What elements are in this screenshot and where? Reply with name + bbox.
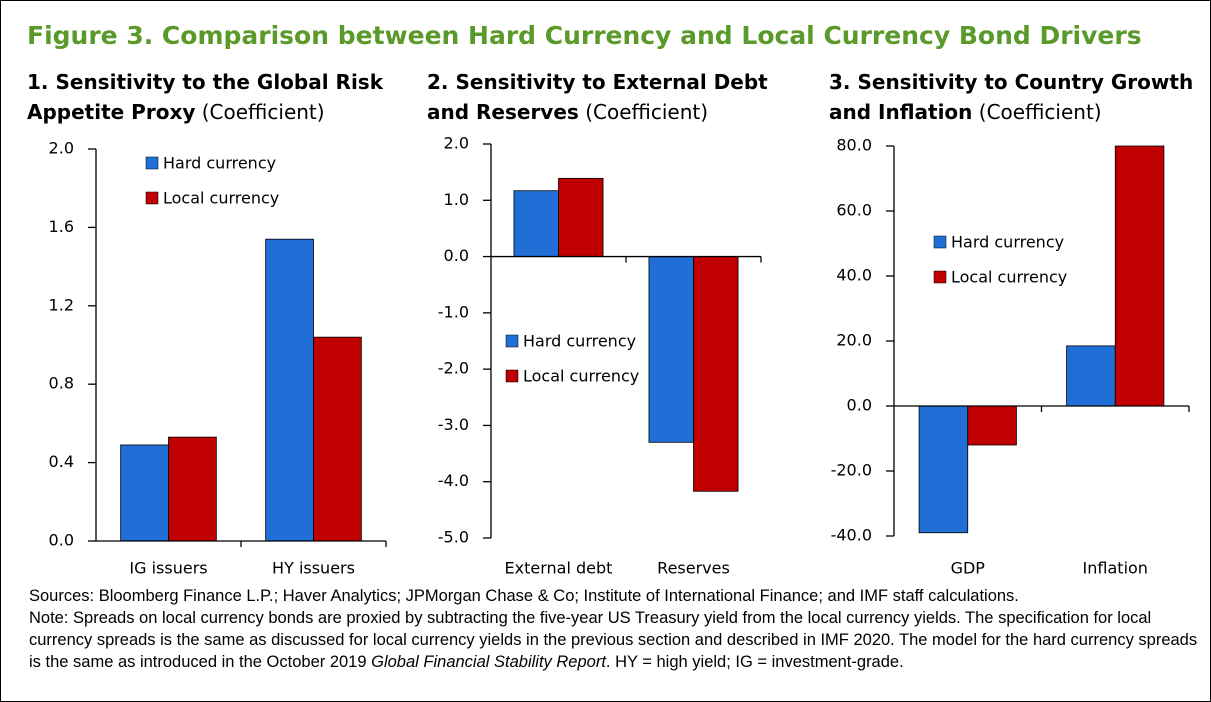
y-tick-label: 2.0 — [444, 134, 469, 153]
bar — [313, 336, 362, 542]
chart-heading: 1. Sensitivity to the Global Risk Appeti… — [27, 67, 397, 127]
x-tick-label: HY issuers — [272, 559, 355, 578]
chart-heading: 2. Sensitivity to External Debt and Rese… — [427, 67, 787, 127]
figure-title: Figure 3. Comparison between Hard Curren… — [27, 21, 1142, 50]
note-text: Note: Spreads on local currency bonds ar… — [29, 609, 1198, 671]
note: Note: Spreads on local currency bonds ar… — [29, 607, 1199, 673]
y-tick-label: 1.0 — [444, 190, 469, 209]
legend-swatch — [505, 334, 519, 348]
note-italic: Global Financial Stability Report — [371, 653, 606, 671]
y-tick-label: 0.4 — [49, 452, 74, 471]
chart-subtitle: (Coefficient) — [201, 100, 325, 124]
y-tick-label: 2.0 — [49, 139, 74, 158]
x-tick-label: Reserves — [657, 559, 730, 578]
bar — [1114, 145, 1165, 407]
y-tick-label: 0.8 — [49, 374, 74, 393]
y-tick-label: 0.0 — [49, 531, 74, 550]
bar — [513, 190, 559, 257]
legend-label: Local currency — [523, 367, 639, 386]
chart-heading: 3. Sensitivity to Country Growth and Inf… — [829, 67, 1204, 127]
y-tick-label: -5.0 — [438, 528, 469, 547]
x-tick-label: IG issuers — [129, 559, 207, 578]
bar — [120, 444, 169, 542]
y-tick-label: -40.0 — [831, 526, 872, 545]
chart-subtitle: (Coefficient) — [585, 100, 709, 124]
y-tick-label: 60.0 — [836, 201, 872, 220]
y-tick-label: -2.0 — [438, 359, 469, 378]
y-tick-label: -1.0 — [438, 302, 469, 321]
bar — [168, 436, 217, 542]
y-tick-label: 20.0 — [836, 331, 872, 350]
bar — [918, 405, 969, 534]
bar — [648, 256, 694, 443]
bar — [558, 177, 604, 257]
legend-label: Hard currency — [163, 154, 276, 173]
chart-title: 1. Sensitivity to the Global Risk Appeti… — [27, 70, 384, 124]
legend-label: Local currency — [951, 268, 1067, 287]
legend-label: Hard currency — [523, 332, 636, 351]
legend-swatch — [145, 191, 159, 205]
legend-swatch — [933, 270, 947, 284]
y-tick-label: -4.0 — [438, 471, 469, 490]
notes: Sources: Bloomberg Finance L.P.; Haver A… — [29, 585, 1199, 673]
bar — [1066, 345, 1116, 407]
x-tick-label: External debt — [505, 559, 613, 578]
bar — [265, 238, 314, 542]
y-tick-label: 0.0 — [444, 246, 469, 265]
y-tick-label: 0.0 — [847, 396, 872, 415]
y-tick-label: 40.0 — [836, 266, 872, 285]
legend-label: Local currency — [163, 189, 279, 208]
y-tick-label: 80.0 — [836, 136, 872, 155]
y-tick-label: 1.2 — [49, 295, 74, 314]
sources: Sources: Bloomberg Finance L.P.; Haver A… — [29, 587, 1019, 605]
bar — [693, 256, 739, 492]
y-tick-label: 1.6 — [49, 217, 74, 236]
legend-swatch — [145, 156, 159, 170]
legend-swatch — [933, 235, 947, 249]
y-tick-label: -20.0 — [831, 461, 872, 480]
chart-title: 2. Sensitivity to External Debt and Rese… — [427, 70, 768, 124]
legend-label: Hard currency — [951, 233, 1064, 252]
y-tick-label: -3.0 — [438, 415, 469, 434]
x-tick-label: GDP — [951, 559, 986, 578]
chart-subtitle: (Coefficient) — [978, 100, 1102, 124]
x-tick-label: Inflation — [1083, 559, 1148, 578]
bar — [967, 405, 1017, 446]
note-text: . HY = high yield; IG = investment-grade… — [605, 653, 904, 671]
chart-title: 3. Sensitivity to Country Growth and Inf… — [829, 70, 1194, 124]
legend-swatch — [505, 369, 519, 383]
